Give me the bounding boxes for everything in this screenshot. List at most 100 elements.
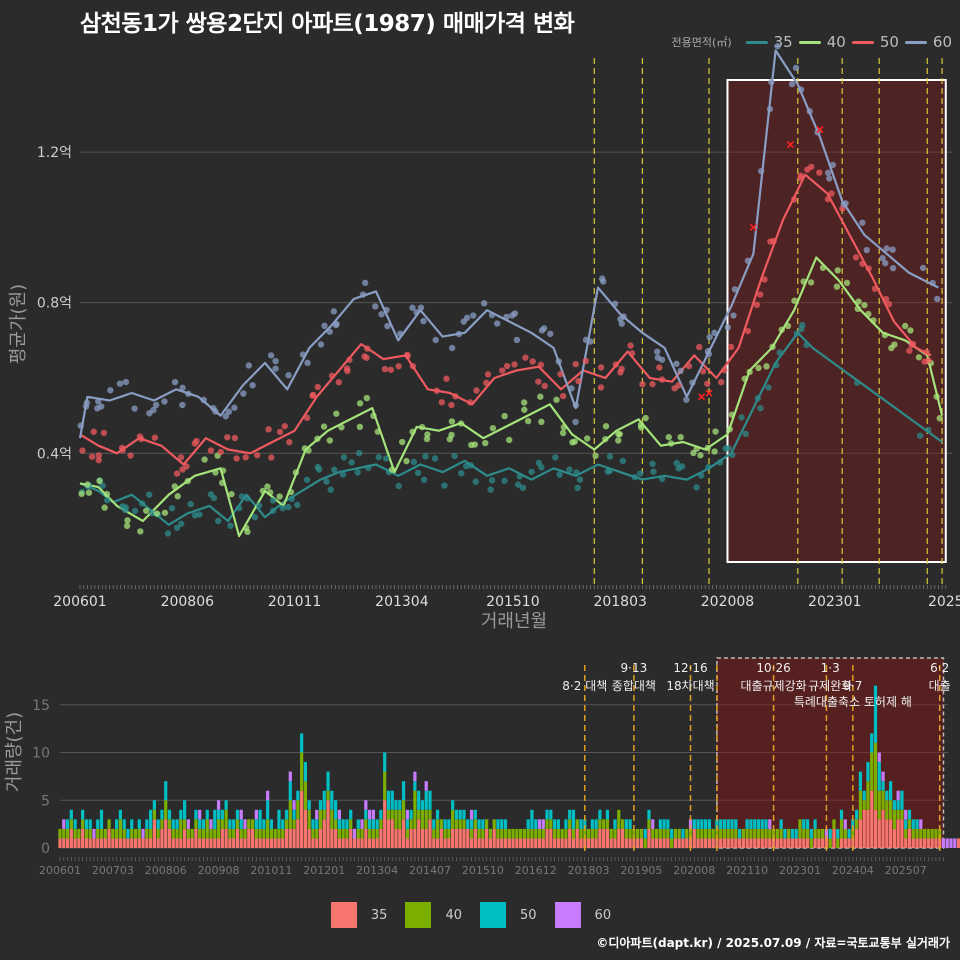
bar-segment-35 — [503, 838, 508, 848]
bar-segment-35 — [892, 828, 896, 848]
bar-segment-50 — [420, 800, 425, 810]
top-policy-lines — [593, 58, 943, 585]
point-50 — [649, 380, 656, 388]
bar-segment-35 — [922, 838, 927, 848]
bar-segment-35 — [779, 838, 783, 848]
bar-segment-35 — [228, 838, 232, 848]
point-60 — [863, 246, 870, 254]
bar-segment-50 — [481, 819, 485, 829]
bar-segment-35 — [239, 838, 243, 848]
bar-segment-50 — [813, 819, 817, 829]
point-40 — [161, 509, 169, 516]
point-40 — [559, 429, 567, 437]
bar-segment-50 — [428, 790, 432, 810]
bar-segment-40 — [443, 828, 447, 839]
point-50 — [597, 364, 605, 371]
cross-marker — [786, 141, 794, 149]
bar-segment-50 — [451, 800, 455, 810]
bar-segment-35 — [462, 828, 466, 848]
point-40 — [363, 394, 371, 402]
bar-segment-50 — [760, 819, 764, 829]
bar-segment-35 — [383, 800, 387, 848]
bar-segment-50 — [194, 809, 198, 820]
point-60 — [299, 351, 307, 358]
point-60 — [829, 161, 837, 169]
point-40 — [592, 452, 599, 459]
point-60 — [934, 295, 941, 303]
point-40 — [746, 368, 753, 376]
bar-segment-35 — [794, 838, 798, 848]
bar-segment-35 — [862, 809, 866, 848]
bar-segment-60 — [919, 819, 923, 829]
bar-segment-35 — [65, 838, 70, 848]
bar-segment-35 — [877, 819, 881, 848]
bottom-xtick-label: 201304 — [356, 864, 398, 877]
point-50 — [852, 254, 860, 261]
bottom-legend-35: 35 — [330, 902, 387, 928]
bar-segment-50 — [613, 819, 617, 829]
point-50 — [276, 428, 284, 436]
bar-segment-35 — [405, 838, 409, 848]
point-60 — [617, 315, 624, 323]
bar-segment-40 — [175, 828, 179, 839]
bar-segment-50 — [730, 819, 734, 829]
bar-segment-35 — [250, 828, 255, 848]
point-40 — [356, 423, 364, 431]
bar-segment-40 — [160, 819, 164, 829]
point-40 — [506, 436, 513, 444]
point-60 — [555, 358, 562, 365]
point-60 — [122, 378, 130, 386]
point-40 — [314, 435, 321, 442]
bar-segment-50 — [156, 819, 160, 829]
bar-segment-40 — [768, 828, 772, 839]
bar-segment-40 — [216, 819, 221, 839]
point-40 — [388, 466, 396, 473]
point-40 — [123, 522, 131, 530]
point-60 — [463, 314, 471, 321]
bar-segment-40 — [118, 819, 123, 839]
point-60 — [267, 352, 275, 359]
point-50 — [824, 196, 832, 203]
bar-segment-40 — [107, 819, 111, 829]
point-60 — [572, 401, 580, 409]
point-60 — [272, 357, 279, 365]
bar-segment-35 — [783, 838, 787, 848]
bar-segment-50 — [692, 819, 696, 829]
bar-segment-40 — [628, 828, 632, 839]
point-35 — [925, 426, 932, 434]
bar-segment-50 — [322, 790, 326, 810]
point-35 — [729, 451, 736, 459]
bar-segment-40 — [900, 809, 904, 820]
point-50 — [484, 371, 492, 378]
bar-segment-60 — [292, 800, 296, 810]
bar-segment-50 — [737, 828, 742, 839]
bar-segment-40 — [787, 828, 791, 839]
bar-segment-40 — [133, 828, 138, 839]
bar-segment-35 — [341, 838, 345, 848]
bar-segment-40 — [719, 828, 723, 839]
bar-segment-40 — [341, 828, 345, 839]
bar-segment-40 — [534, 828, 538, 839]
bar-segment-35 — [417, 819, 421, 848]
bar-segment-35 — [654, 838, 659, 848]
point-50 — [387, 366, 395, 373]
point-40 — [728, 411, 736, 418]
point-60 — [146, 410, 153, 417]
bar-segment-40 — [190, 828, 194, 839]
bar-segment-40 — [715, 828, 719, 839]
point-40 — [784, 322, 792, 330]
policy-annotation: 1·3 — [821, 661, 840, 675]
bar-segment-50 — [81, 809, 85, 820]
bar-segment-40 — [764, 828, 768, 839]
bar-segment-35 — [839, 838, 844, 848]
bar-segment-35 — [843, 838, 847, 848]
point-40 — [615, 437, 622, 444]
top-xtick-label: 200601 — [53, 594, 106, 610]
bar-segment-35 — [768, 838, 772, 848]
top-series-points — [77, 43, 943, 537]
point-50 — [90, 428, 98, 435]
point-50 — [816, 169, 823, 176]
point-40 — [101, 504, 108, 511]
bar-segment-50 — [503, 819, 508, 829]
